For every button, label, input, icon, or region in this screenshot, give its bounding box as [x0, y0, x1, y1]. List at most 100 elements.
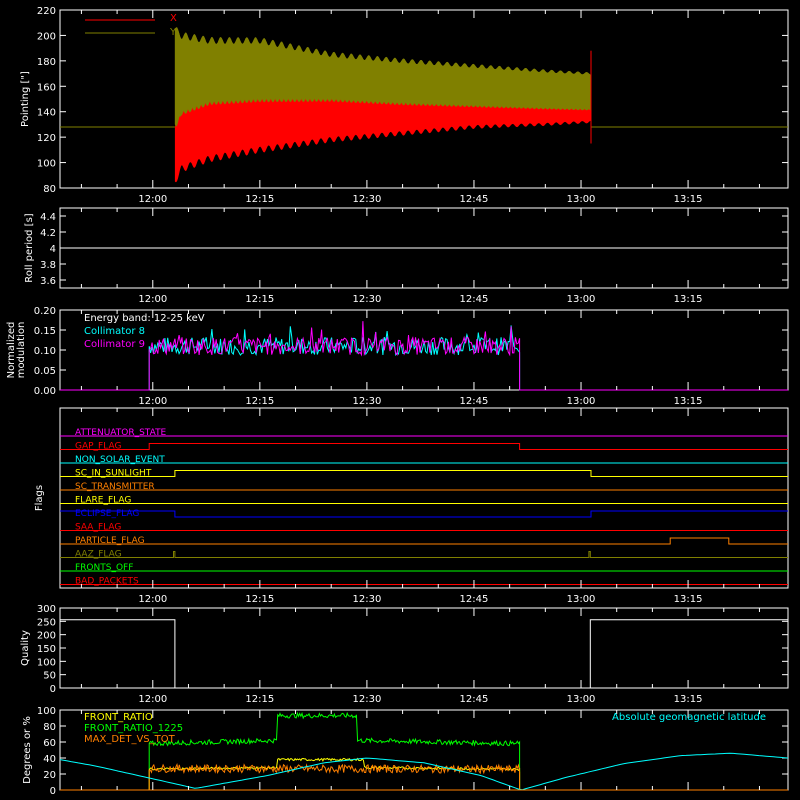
- x-tick-label: 12:30: [352, 694, 381, 705]
- panel-pointing: 80 100 120 140 160 180 200 220 Pointing ["] X Y…: [20, 6, 789, 205]
- modulation-series-collimator-9: [60, 321, 788, 391]
- y-tick-label: 20: [43, 770, 56, 781]
- pointing-ylabel: Pointing ["]: [20, 71, 31, 127]
- y-tick-label: 250: [37, 617, 56, 628]
- x-tick-label: 13:15: [674, 194, 703, 205]
- x-tick-label: 13:00: [567, 396, 596, 407]
- pointing-data: [60, 27, 788, 183]
- y-tick-label: 100: [37, 706, 56, 717]
- flag-label: BAD_PACKETS: [75, 577, 139, 587]
- legend-x-label: X: [170, 13, 177, 24]
- flag-label: NON_SOLAR_EVENT: [75, 455, 165, 465]
- modulation-ylabel-line2: modulation: [16, 322, 27, 379]
- x-tick-label: 12:00: [138, 194, 167, 205]
- pointing-y-ticks: 80 100 120 140 160 180 200 220: [37, 6, 788, 195]
- x-tick-label: 13:00: [567, 294, 596, 305]
- roll-ylabel: Roll period [s]: [24, 213, 35, 282]
- x-tick-label: 12:30: [352, 594, 381, 605]
- flag-label: FLARE_FLAG: [75, 496, 131, 506]
- x-tick-label: 12:30: [352, 396, 381, 407]
- x-tick-label: 13:00: [567, 194, 596, 205]
- flags-ylabel: Flags: [34, 485, 45, 511]
- modulation-series-collimator-8: [60, 325, 788, 391]
- x-tick-label: 12:45: [460, 594, 489, 605]
- flag-trace: [60, 443, 788, 450]
- panel-front-ratio: 0 20 40 60 80 100 Degrees or % FRONT_RATIO FR…: [22, 706, 789, 797]
- flag-label: SAA_FLAG: [75, 523, 121, 533]
- flag-trace: [60, 510, 788, 518]
- y-tick-label: 4.4: [40, 212, 56, 223]
- y-tick-label: 160: [37, 82, 56, 93]
- legend-collimator-8: Collimator 8: [84, 326, 145, 337]
- y-tick-label: 80: [43, 722, 56, 733]
- y-tick-label: 60: [43, 738, 56, 749]
- x-tick-label: 12:00: [138, 694, 167, 705]
- y-tick-label: 200: [37, 631, 56, 642]
- x-tick-label: 12:30: [352, 294, 381, 305]
- x-tick-label: 13:15: [674, 594, 703, 605]
- pointing-envelope-x: [174, 95, 591, 183]
- y-tick-label: 0.10: [34, 346, 56, 357]
- x-tick-label: 12:00: [138, 294, 167, 305]
- modulation-data: [60, 321, 788, 391]
- flags-x-ticks: 12:00 12:15 12:30 12:45 13:00 13:15: [80, 408, 760, 605]
- pointing-envelope-y-top: [174, 27, 591, 127]
- flag-trace: [60, 470, 788, 477]
- x-tick-label: 13:15: [674, 294, 703, 305]
- flag-label: ECLIPSE_FLAG: [75, 509, 139, 519]
- x-tick-label: 12:45: [460, 396, 489, 407]
- y-tick-label: 100: [37, 657, 56, 668]
- x-tick-label: 12:45: [460, 694, 489, 705]
- y-tick-label: 150: [37, 644, 56, 655]
- flag-label: SC_IN_SUNLIGHT: [75, 469, 152, 479]
- panel-roll-period: 3.6 3.8 4 4.2 4.4 Roll period [s] 12:00 12:15…: [24, 207, 789, 305]
- modulation-ylabel-line1: Normalized: [6, 322, 17, 379]
- pointing-x-ticks: 12:00 12:15 12:30 12:45 13:00 13:15: [80, 10, 760, 205]
- y-tick-label: 3.6: [40, 276, 56, 287]
- x-tick-label: 12:00: [138, 594, 167, 605]
- y-tick-label: 100: [37, 159, 56, 170]
- panel-flags: Flags ATTENUATOR_STATE GAP_FLAG NON_SOLAR_…: [34, 407, 789, 605]
- y-tick-label: 120: [37, 133, 56, 144]
- flag-trace: [60, 551, 788, 558]
- y-tick-label: 0: [50, 786, 56, 797]
- front-ratio-data: [59, 710, 789, 791]
- legend-collimator-9: Collimator 9: [84, 339, 145, 350]
- x-tick-label: 13:15: [674, 396, 703, 407]
- quality-y-ticks: 0 50 100 150 200 250 300: [37, 604, 788, 695]
- flag-label: PARTICLE_FLAG: [75, 536, 145, 546]
- legend-front-ratio: FRONT_RATIO: [84, 712, 153, 723]
- y-tick-label: 300: [37, 604, 56, 615]
- x-tick-label: 12:15: [245, 194, 274, 205]
- y-tick-label: 3.8: [40, 260, 56, 271]
- flag-label: ATTENUATOR_STATE: [75, 428, 167, 438]
- quality-x-ticks: 12:00 12:15 12:30 12:45 13:00 13:15: [80, 608, 760, 705]
- legend-max-det-vs-tot: MAX_DET_VS_TOT: [84, 734, 176, 745]
- y-tick-label: 50: [43, 671, 56, 682]
- y-tick-label: 0.00: [34, 386, 56, 397]
- y-tick-label: 40: [43, 754, 56, 765]
- x-tick-label: 12:45: [460, 194, 489, 205]
- front-series-absolute-geomagnetic-latitude: [59, 752, 789, 791]
- x-tick-label: 13:15: [674, 694, 703, 705]
- flags-frame: [59, 407, 789, 589]
- flag-label: GAP_FLAG: [75, 442, 121, 452]
- front-series-front-ratio-1225: [148, 711, 521, 790]
- quality-trace: [60, 619, 788, 689]
- y-tick-label: 0.15: [34, 326, 56, 337]
- roll-x-ticks: 12:00 12:15 12:30 12:45 13:00 13:15: [80, 208, 760, 305]
- front-series-max-det-vs-tot: [148, 762, 521, 790]
- flag-trace: [60, 537, 788, 545]
- flags-data: ATTENUATOR_STATE GAP_FLAG NON_SOLAR_EVENT S…: [60, 428, 788, 587]
- x-tick-label: 13:00: [567, 694, 596, 705]
- flag-label: SC_TRANSMITTER: [75, 482, 155, 492]
- quality-data: [60, 619, 788, 689]
- x-tick-label: 12:15: [245, 594, 274, 605]
- y-tick-label: 220: [37, 6, 56, 17]
- x-tick-label: 12:15: [245, 694, 274, 705]
- y-tick-label: 4: [50, 244, 56, 255]
- x-tick-label: 12:15: [245, 294, 274, 305]
